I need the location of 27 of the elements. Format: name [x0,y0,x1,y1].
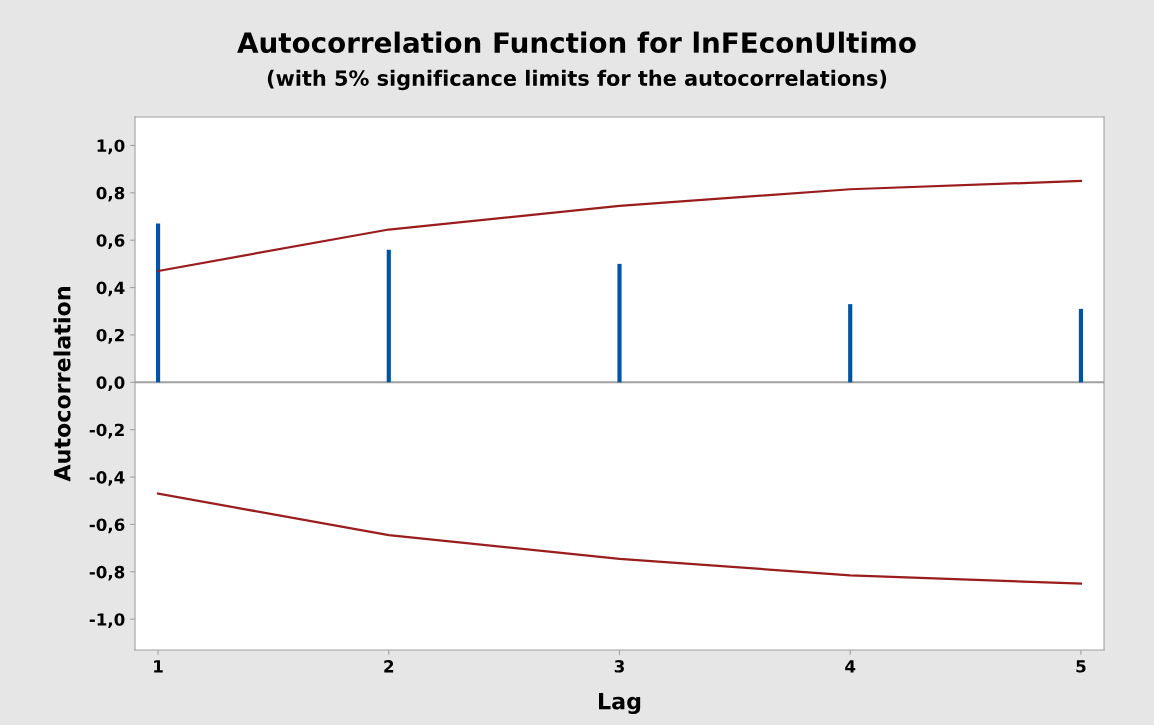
y-tick-label: -0,2 [89,423,124,439]
chart-subtitle: (with 5% significance limits for the autocorrelations) [267,69,887,91]
bar [155,223,161,383]
x-tick-label: 4 [845,660,856,673]
bar [1078,308,1083,383]
y-tick-label: -0,4 [89,471,125,486]
x-tick-label: 5 [1076,660,1086,673]
x-tick-label: 3 [614,660,624,673]
y-tick-label: 0,8 [96,186,125,202]
x-tick-label: 1 [154,660,163,673]
bar [386,249,391,383]
y-tick-label: 0,0 [96,376,125,392]
y-tick-label: -1,0 [89,613,125,628]
y-tick-label: 0,4 [96,281,125,297]
y-tick-label: 0,6 [96,234,125,249]
bar [848,304,853,383]
x-tick-label: 2 [384,660,394,673]
line-series [156,492,1083,585]
y-tick-label: -0,8 [89,565,125,581]
y-tick-label: 0,2 [96,328,124,344]
y-tick-label: 1,0 [97,139,125,155]
line-series [156,179,1083,273]
y-axis-title: Autocorrelation [53,287,71,482]
chart-title: Autocorrelation Function for lnFEconUltimo [237,31,916,54]
y-tick-label: -0,6 [89,518,125,534]
x-axis-title: Lag [599,693,641,715]
bar [617,263,622,383]
